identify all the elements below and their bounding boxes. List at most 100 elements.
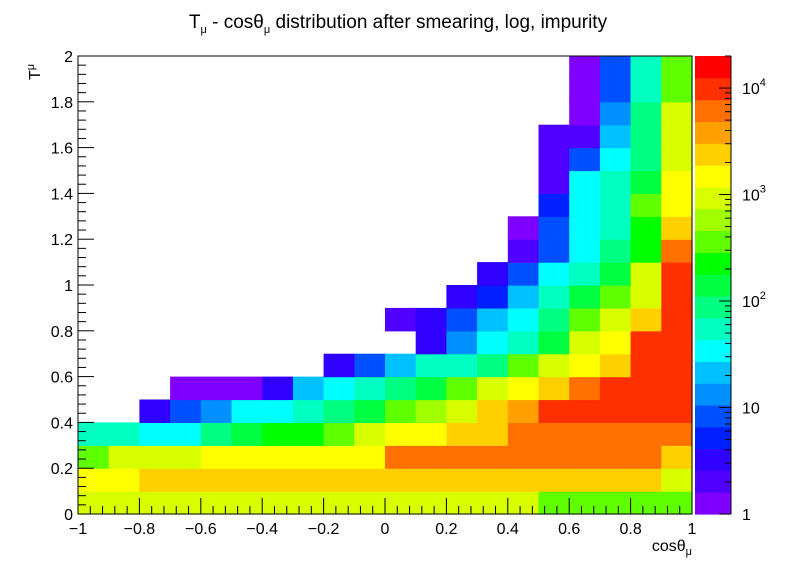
heatmap-cell	[477, 285, 509, 309]
heatmap-cell	[661, 399, 693, 423]
heatmap-cell	[538, 399, 570, 423]
heatmap-cell	[630, 491, 662, 515]
heatmap-cell	[599, 445, 632, 469]
heatmap-cell	[323, 376, 355, 401]
heatmap-cell	[507, 307, 540, 332]
heatmap-cell	[599, 78, 632, 103]
heatmap-cell	[446, 330, 478, 355]
heatmap-cell	[630, 170, 662, 194]
heatmap-cell	[599, 262, 632, 286]
x-tick-label: −0.4	[246, 521, 278, 538]
y-tick-label: 0.6	[51, 370, 73, 387]
heatmap-cell	[599, 307, 632, 332]
color-scale-swatch	[695, 274, 731, 297]
heatmap-cell	[292, 468, 325, 492]
color-scale-swatch	[695, 383, 731, 406]
heatmap-cell	[477, 262, 509, 286]
x-tick-label: 0.6	[558, 521, 580, 538]
heatmap-cell	[630, 307, 662, 332]
heatmap-cell	[415, 376, 447, 401]
heatmap-cell	[170, 491, 202, 515]
x-tick-label: 0.8	[619, 521, 641, 538]
x-tick-label: 0	[381, 521, 390, 538]
heatmap-cell	[538, 216, 570, 240]
heatmap-cell	[599, 468, 632, 492]
x-tick-label: −0.6	[185, 521, 217, 538]
y-tick-label: 1.4	[51, 186, 73, 203]
heatmap-cell	[415, 422, 447, 446]
color-scale-swatch	[695, 121, 731, 144]
heatmap-cell	[200, 399, 233, 423]
heatmap-cell	[538, 353, 570, 378]
heatmap-cell	[262, 399, 294, 423]
z-tick-label: 10	[742, 401, 760, 418]
heatmap-cell	[569, 239, 601, 263]
color-scale-swatch	[695, 426, 731, 450]
heatmap-cell	[446, 445, 478, 469]
x-tick-label: −0.2	[308, 521, 340, 538]
heatmap-cell	[630, 147, 662, 172]
heatmap-cell	[78, 468, 110, 492]
heatmap-cell	[385, 445, 417, 469]
color-scale-swatch	[695, 448, 731, 471]
heatmap-cell	[446, 399, 478, 423]
heatmap-cell	[385, 376, 417, 401]
heatmap-cell	[569, 422, 601, 446]
heatmap-cell	[630, 399, 662, 423]
heatmap-cell	[507, 445, 540, 469]
heatmap-cell	[415, 399, 447, 423]
heatmap-cell	[323, 445, 355, 469]
y-tick-label: 1	[64, 278, 73, 295]
heatmap-cell	[139, 399, 171, 423]
heatmap-cells	[78, 56, 693, 515]
heatmap-cell	[599, 285, 632, 309]
heatmap-cell	[569, 468, 601, 492]
heatmap-cell	[170, 422, 202, 446]
heatmap-cell	[599, 399, 632, 423]
heatmap-cell	[661, 376, 693, 401]
heatmap-cell	[599, 147, 632, 172]
heatmap-cell	[538, 468, 570, 492]
heatmap-cell	[78, 445, 110, 469]
heatmap-cell	[415, 468, 447, 492]
heatmap-cell	[569, 101, 601, 126]
color-scale-swatch	[695, 339, 731, 362]
heatmap-cell	[385, 307, 417, 332]
heatmap-cell	[630, 353, 662, 378]
heatmap-cell	[538, 239, 570, 263]
y-tick-label: 2	[64, 49, 73, 66]
heatmap-cell	[630, 445, 662, 469]
heatmap-cell	[292, 376, 325, 401]
heatmap-cell	[661, 353, 693, 378]
x-tick-label: 0.4	[497, 521, 519, 538]
heatmap-cell	[385, 468, 417, 492]
heatmap-cell	[569, 216, 601, 240]
z-tick-label: 1	[742, 507, 751, 524]
heatmap-cell	[507, 376, 540, 401]
heatmap-cell	[139, 445, 171, 469]
color-scale-swatch	[695, 252, 731, 275]
color-scale-swatch	[695, 404, 731, 428]
heatmap-cell	[538, 422, 570, 446]
heatmap-cell	[292, 422, 325, 446]
color-scale-swatch	[695, 208, 731, 232]
heatmap-cell	[569, 56, 601, 80]
heatmap-cell	[538, 193, 570, 217]
heatmap-cell	[292, 491, 325, 515]
heatmap-cell	[661, 124, 693, 149]
heatmap-cell	[446, 468, 478, 492]
heatmap-cell	[262, 422, 294, 446]
heatmap-cell	[661, 101, 693, 126]
heatmap-cell	[78, 422, 110, 446]
heatmap-cell	[415, 445, 447, 469]
heatmap-cell	[538, 124, 570, 149]
heatmap-cell	[630, 193, 662, 217]
heatmap-cell	[599, 330, 632, 355]
y-axis: 0 0.2 0.4 0.6 0.8 1 1.2 1.4 1.6 1.8 2	[51, 49, 94, 524]
heatmap-cell	[139, 491, 171, 515]
heatmap-cell	[231, 399, 263, 423]
color-scale-swatch	[695, 230, 731, 253]
heatmap-cell	[507, 422, 540, 446]
heatmap-cell	[599, 56, 632, 80]
